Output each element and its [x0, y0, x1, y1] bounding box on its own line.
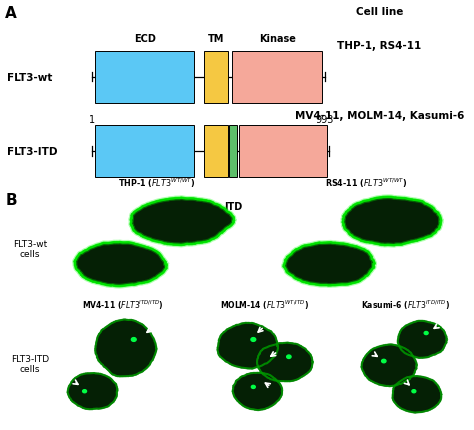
Text: ITD: ITD: [224, 202, 243, 212]
Polygon shape: [131, 198, 234, 246]
Text: A: A: [5, 6, 17, 21]
Text: FLT3-ITD
cells: FLT3-ITD cells: [11, 354, 49, 374]
FancyBboxPatch shape: [95, 52, 194, 104]
FancyBboxPatch shape: [204, 126, 228, 178]
FancyBboxPatch shape: [229, 126, 237, 178]
Polygon shape: [362, 344, 417, 386]
Text: MV4-11 ($\mathit{FLT3}^{ITD/ITD}$): MV4-11 ($\mathit{FLT3}^{ITD/ITD}$): [82, 298, 164, 312]
Text: FLT3-wt
cells: FLT3-wt cells: [13, 239, 47, 258]
Text: FLT3-wt: FLT3-wt: [270, 197, 301, 203]
FancyBboxPatch shape: [232, 52, 322, 104]
Polygon shape: [287, 355, 291, 359]
Text: Kinase: Kinase: [259, 34, 296, 44]
Text: 1: 1: [90, 115, 95, 125]
Polygon shape: [67, 373, 118, 409]
Polygon shape: [251, 338, 256, 341]
Text: TM: TM: [208, 34, 224, 44]
Text: ECD: ECD: [134, 34, 155, 44]
Text: 993: 993: [316, 115, 334, 125]
FancyBboxPatch shape: [204, 52, 228, 104]
Polygon shape: [251, 385, 255, 389]
Polygon shape: [392, 376, 441, 413]
Text: MV4-11, MOLM-14, Kasumi-6: MV4-11, MOLM-14, Kasumi-6: [294, 111, 464, 121]
Text: Kasumi-6 ($\mathit{FLT3}^{ITD/ITD}$): Kasumi-6 ($\mathit{FLT3}^{ITD/ITD}$): [361, 298, 450, 312]
Polygon shape: [257, 343, 313, 381]
FancyBboxPatch shape: [95, 126, 194, 178]
Text: FLT3-ITD: FLT3-ITD: [7, 147, 58, 157]
Text: FLT3: FLT3: [200, 319, 218, 325]
Text: THP-1, RS4-11: THP-1, RS4-11: [337, 41, 421, 51]
Polygon shape: [82, 390, 87, 393]
Text: MOLM-14 ($\mathit{FLT3}^{WT/ITD}$): MOLM-14 ($\mathit{FLT3}^{WT/ITD}$): [220, 298, 309, 312]
Text: FLT3-wt: FLT3-wt: [7, 73, 53, 83]
Text: FLT3-ITD: FLT3-ITD: [341, 319, 375, 325]
Polygon shape: [95, 320, 156, 377]
Text: RS4-11 ($\mathit{FLT3}^{WT/WT}$): RS4-11 ($\mathit{FLT3}^{WT/WT}$): [326, 176, 408, 189]
Polygon shape: [218, 323, 278, 369]
Polygon shape: [398, 321, 447, 358]
Polygon shape: [74, 243, 167, 286]
Polygon shape: [233, 373, 282, 410]
Text: Cell line: Cell line: [356, 7, 403, 17]
Text: FLT3-wt: FLT3-wt: [61, 197, 91, 203]
Polygon shape: [343, 197, 441, 246]
Polygon shape: [382, 359, 386, 363]
Polygon shape: [424, 332, 428, 335]
Text: THP-1 ($\mathit{FLT3}^{WT/WT}$): THP-1 ($\mathit{FLT3}^{WT/WT}$): [118, 176, 196, 189]
Text: FLT3-ITD: FLT3-ITD: [59, 319, 92, 325]
FancyBboxPatch shape: [239, 126, 327, 178]
Polygon shape: [412, 390, 416, 393]
Polygon shape: [131, 338, 136, 341]
Polygon shape: [283, 243, 375, 286]
Text: B: B: [6, 192, 17, 207]
